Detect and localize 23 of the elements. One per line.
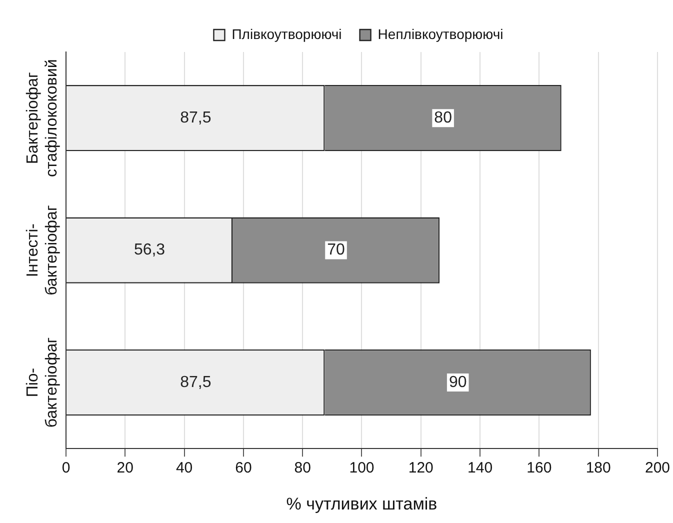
x-tick-label: 100 xyxy=(349,460,374,477)
x-tick-label: 120 xyxy=(408,460,434,477)
data-label: 90 xyxy=(448,374,467,391)
x-tick-label: 160 xyxy=(526,460,552,477)
x-tick-label: 60 xyxy=(235,460,252,477)
legend-label: Плівкоутворюючі xyxy=(232,26,342,42)
y-tick-label: Піо-бактеріофаг xyxy=(24,337,60,428)
x-tick-label: 40 xyxy=(176,460,193,477)
x-tick-label: 140 xyxy=(468,460,493,477)
x-axis-title: % чутливих штамів xyxy=(286,494,438,514)
data-label: 80 xyxy=(434,110,452,127)
x-tick-label: 80 xyxy=(294,460,311,477)
data-label: 87,5 xyxy=(180,374,212,391)
data-label: 87,5 xyxy=(180,110,212,127)
data-label: 70 xyxy=(327,242,346,259)
x-tick-label: 200 xyxy=(644,460,670,477)
y-tick-label: Інтесті-бактеріофаг xyxy=(24,205,60,296)
x-tick-label: 20 xyxy=(116,460,134,477)
data-label: 56,3 xyxy=(134,242,166,259)
x-tick-label: 180 xyxy=(586,460,611,477)
legend-label: Неплівкоутворюючі xyxy=(378,26,504,42)
x-tick-label: 0 xyxy=(62,460,70,477)
y-tick-label: Бактеріофаг стафілококовий xyxy=(24,59,60,177)
